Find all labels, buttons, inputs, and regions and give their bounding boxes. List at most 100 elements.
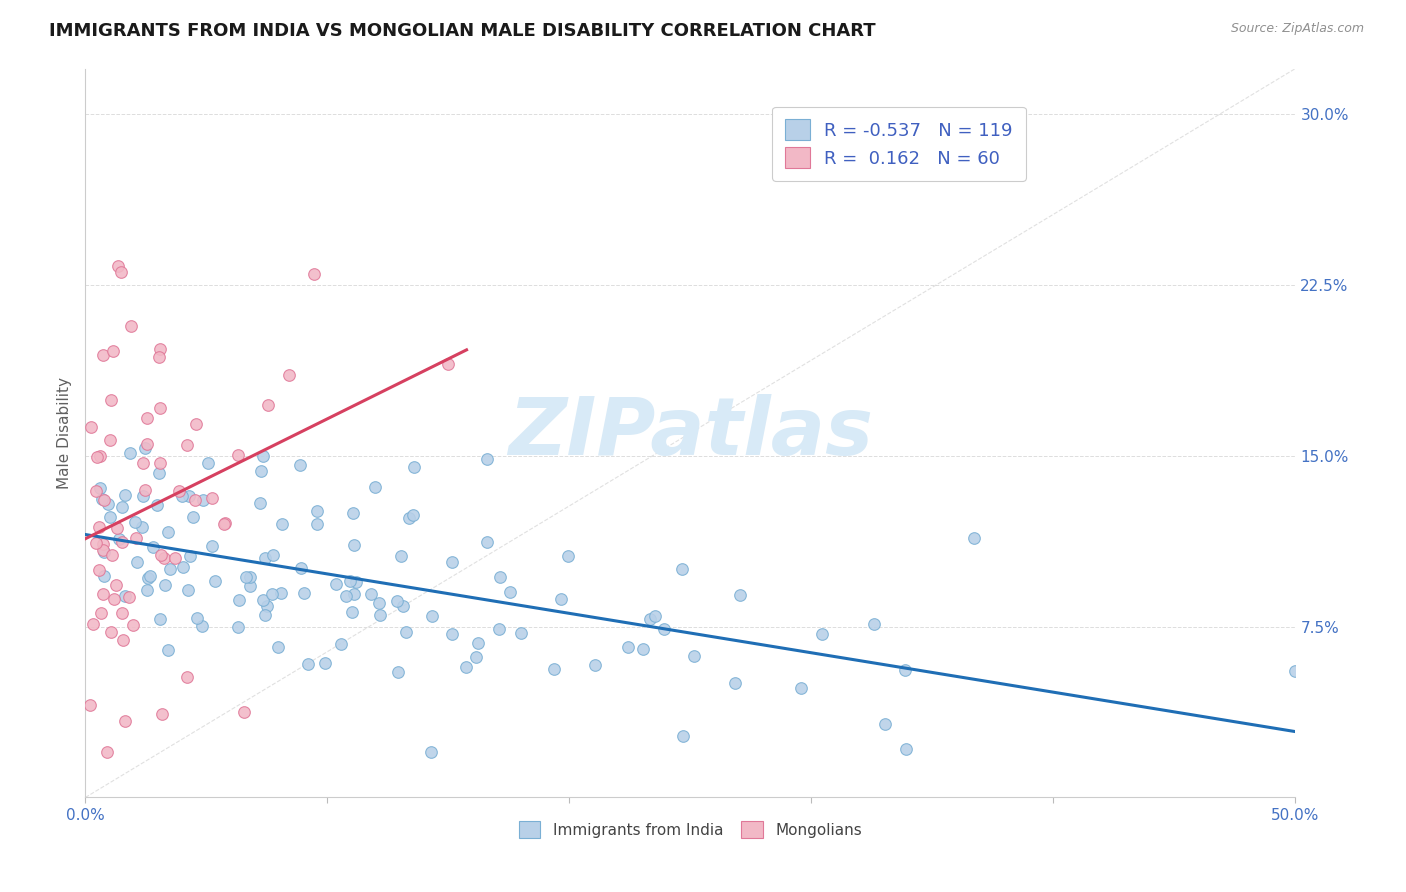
Point bbox=[239, 570, 262, 584]
Point bbox=[253, 607, 276, 622]
Point bbox=[148, 466, 170, 480]
Point bbox=[87, 520, 110, 534]
Point bbox=[89, 563, 111, 577]
Point bbox=[392, 599, 415, 613]
Point bbox=[91, 537, 114, 551]
Point bbox=[250, 464, 273, 478]
Point bbox=[118, 446, 141, 460]
Point bbox=[343, 587, 366, 601]
Point bbox=[136, 571, 159, 585]
Point bbox=[488, 622, 510, 636]
Point bbox=[335, 589, 357, 603]
Point bbox=[652, 623, 675, 637]
Point bbox=[239, 578, 262, 592]
Point bbox=[100, 548, 122, 562]
Point bbox=[181, 510, 204, 524]
Point bbox=[156, 524, 179, 539]
Point bbox=[389, 549, 412, 563]
Point bbox=[167, 484, 190, 499]
Point bbox=[139, 569, 162, 583]
Point bbox=[184, 492, 207, 507]
Point bbox=[368, 596, 391, 610]
Point bbox=[93, 545, 115, 559]
Point bbox=[82, 617, 104, 632]
Point bbox=[170, 489, 193, 503]
Point bbox=[465, 650, 488, 665]
Point bbox=[149, 456, 172, 470]
Point bbox=[214, 516, 236, 531]
Point bbox=[419, 745, 441, 759]
Point bbox=[172, 559, 194, 574]
Point bbox=[249, 496, 271, 510]
Point bbox=[440, 627, 463, 641]
Point bbox=[256, 398, 278, 412]
Point bbox=[398, 511, 420, 525]
Point bbox=[437, 357, 460, 371]
Point bbox=[364, 480, 387, 494]
Point bbox=[314, 656, 336, 670]
Point bbox=[132, 456, 155, 470]
Point bbox=[111, 535, 134, 549]
Point bbox=[159, 561, 181, 575]
Point bbox=[270, 516, 292, 531]
Point bbox=[107, 259, 129, 273]
Point bbox=[557, 549, 579, 563]
Point bbox=[114, 488, 136, 502]
Point bbox=[420, 608, 443, 623]
Point bbox=[233, 705, 256, 719]
Point bbox=[105, 521, 128, 535]
Point bbox=[146, 498, 169, 512]
Point bbox=[454, 659, 477, 673]
Point bbox=[235, 570, 257, 584]
Point bbox=[488, 570, 510, 584]
Point bbox=[114, 714, 136, 728]
Point bbox=[226, 448, 249, 462]
Point bbox=[212, 516, 235, 531]
Point bbox=[114, 589, 136, 603]
Point bbox=[395, 625, 418, 640]
Point bbox=[499, 584, 522, 599]
Point bbox=[510, 626, 533, 640]
Point bbox=[136, 437, 159, 451]
Point bbox=[186, 611, 208, 625]
Point bbox=[148, 342, 170, 356]
Point bbox=[163, 550, 186, 565]
Point bbox=[91, 348, 114, 362]
Point bbox=[305, 504, 328, 518]
Point bbox=[125, 531, 148, 545]
Point bbox=[260, 587, 283, 601]
Legend: Immigrants from India, Mongolians: Immigrants from India, Mongolians bbox=[513, 814, 868, 845]
Point bbox=[155, 577, 177, 591]
Point bbox=[270, 586, 292, 600]
Point bbox=[252, 593, 274, 607]
Point bbox=[811, 627, 834, 641]
Point bbox=[98, 433, 121, 447]
Point bbox=[108, 532, 131, 546]
Point bbox=[467, 636, 489, 650]
Point bbox=[278, 368, 301, 382]
Point bbox=[197, 456, 219, 470]
Point bbox=[125, 555, 148, 569]
Point bbox=[343, 538, 366, 552]
Point bbox=[402, 508, 425, 523]
Point bbox=[267, 640, 290, 654]
Point bbox=[112, 633, 135, 648]
Point bbox=[177, 582, 200, 597]
Point bbox=[80, 420, 103, 434]
Point bbox=[84, 483, 107, 498]
Point bbox=[191, 619, 214, 633]
Point bbox=[360, 587, 382, 601]
Text: IMMIGRANTS FROM INDIA VS MONGOLIAN MALE DISABILITY CORRELATION CHART: IMMIGRANTS FROM INDIA VS MONGOLIAN MALE … bbox=[49, 22, 876, 40]
Point bbox=[672, 729, 695, 743]
Point bbox=[290, 458, 312, 472]
Point bbox=[91, 587, 114, 601]
Point bbox=[385, 594, 408, 608]
Point bbox=[136, 411, 159, 425]
Point bbox=[617, 640, 640, 654]
Point bbox=[252, 449, 274, 463]
Point bbox=[176, 438, 198, 452]
Point bbox=[156, 643, 179, 657]
Point bbox=[896, 741, 918, 756]
Point bbox=[91, 543, 114, 558]
Point bbox=[84, 536, 107, 550]
